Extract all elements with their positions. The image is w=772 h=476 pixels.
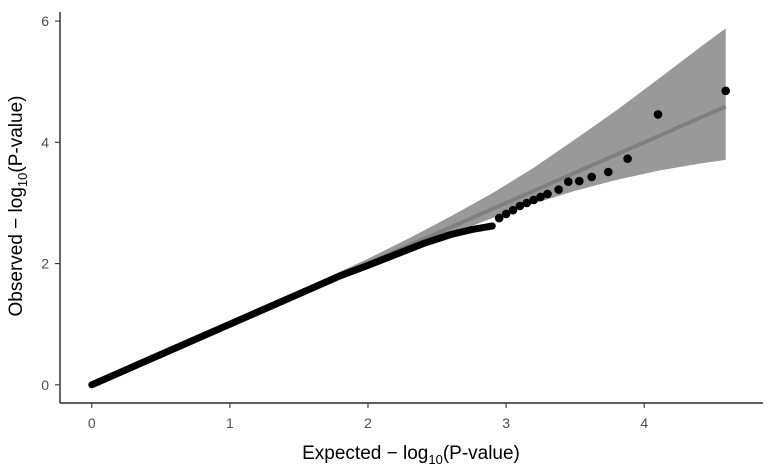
data-point <box>508 205 518 215</box>
data-point <box>536 192 545 202</box>
data-point <box>587 172 596 182</box>
y-tick-label: 4 <box>41 134 49 150</box>
plot-panel <box>88 28 730 389</box>
dense-points-series <box>88 222 496 389</box>
y-axis-title-subscript: 10 <box>15 173 30 187</box>
data-point <box>501 209 511 219</box>
x-ticks: 0 1 2 3 4 <box>88 403 648 431</box>
x-axis-title-subscript: 10 <box>428 452 442 467</box>
x-tick-label: 3 <box>502 415 510 431</box>
data-point <box>564 177 573 186</box>
data-point <box>494 213 504 223</box>
data-point <box>543 189 552 199</box>
x-tick-label: 0 <box>88 415 96 431</box>
y-tick-label: 2 <box>41 256 49 272</box>
y-tick-label: 6 <box>41 13 49 29</box>
data-point <box>554 185 563 194</box>
data-point <box>529 195 538 205</box>
x-tick-label: 2 <box>364 415 372 431</box>
y-axis-title: Observed − log10(P-value) <box>6 96 30 317</box>
axes <box>59 12 763 404</box>
x-tick-label: 1 <box>226 415 234 431</box>
data-point <box>653 110 663 119</box>
y-axis-title-main: Observed − log <box>6 187 27 316</box>
y-axis-title-tail: (P-value) <box>6 96 27 173</box>
x-axis-title-main: Expected − log <box>302 443 428 464</box>
data-point <box>575 176 584 186</box>
x-tick-label: 4 <box>640 415 648 431</box>
data-point <box>515 201 525 211</box>
x-axis-title-tail: (P-value) <box>443 443 520 464</box>
data-point <box>623 154 632 163</box>
x-axis-title: Expected − log10(P-value) <box>302 443 520 467</box>
data-point <box>604 167 613 177</box>
data-point <box>721 86 730 96</box>
data-point <box>522 198 532 208</box>
y-tick-label: 0 <box>41 377 49 393</box>
y-ticks: 0 2 4 6 <box>41 13 60 393</box>
confidence-band <box>91 28 726 385</box>
